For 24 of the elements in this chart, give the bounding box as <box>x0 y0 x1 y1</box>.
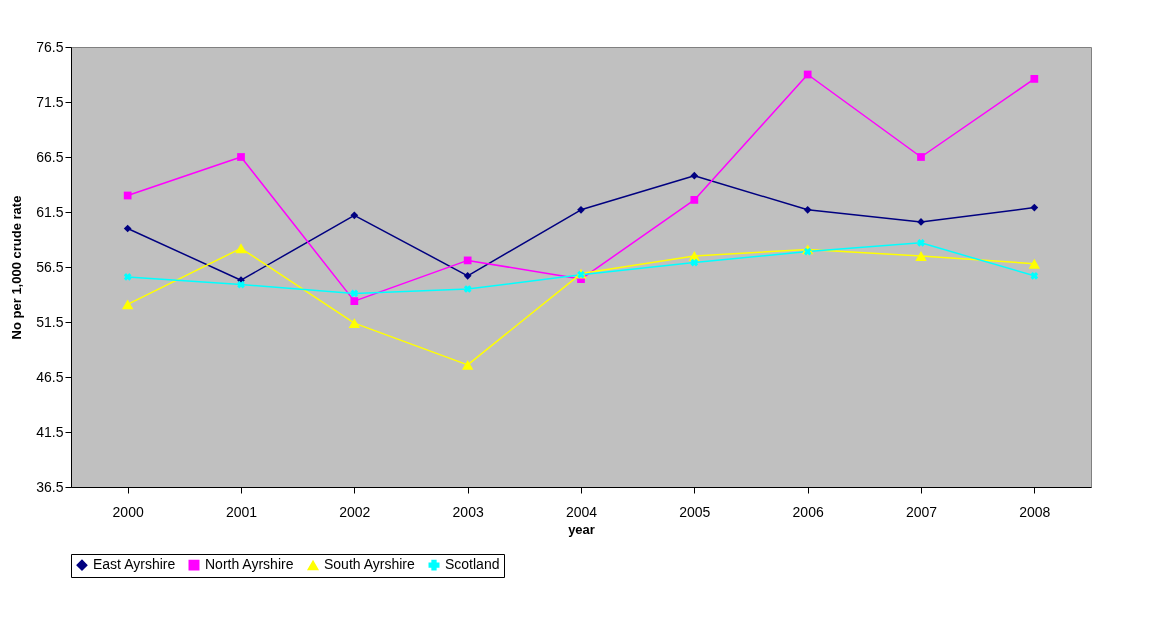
y-tick-label: 36.5 <box>36 478 64 495</box>
x-tick-label: 2005 <box>679 503 711 520</box>
legend-label: Scotland <box>445 556 500 573</box>
legend-label: South Ayrshire <box>324 556 416 573</box>
x-tick-label: 2002 <box>339 503 371 520</box>
x-tick-label: 2006 <box>792 503 824 520</box>
x-tick-label: 2001 <box>225 503 258 520</box>
legend-label: North Ayrshire <box>205 556 294 573</box>
x-axis-title: year <box>568 521 595 537</box>
y-axis-title: No per 1,000 crude rate <box>9 195 25 340</box>
y-tick-label: 66.5 <box>36 148 64 165</box>
y-tick-label: 56.5 <box>36 258 64 275</box>
y-tick-label: 41.5 <box>36 423 64 440</box>
y-tick-label: 71.5 <box>36 93 64 110</box>
x-tick-label: 2008 <box>1019 503 1051 520</box>
legend-label: East Ayrshire <box>93 556 176 573</box>
y-tick-label: 46.5 <box>36 368 64 385</box>
y-tick-label: 61.5 <box>36 203 64 220</box>
x-tick-label: 2003 <box>452 503 484 520</box>
x-tick-label: 2004 <box>565 503 598 520</box>
x-tick-label: 2007 <box>905 503 938 520</box>
y-tick-label: 51.5 <box>36 313 64 330</box>
x-tick-label: 2000 <box>112 503 144 520</box>
y-tick-label: 76.5 <box>36 38 64 55</box>
